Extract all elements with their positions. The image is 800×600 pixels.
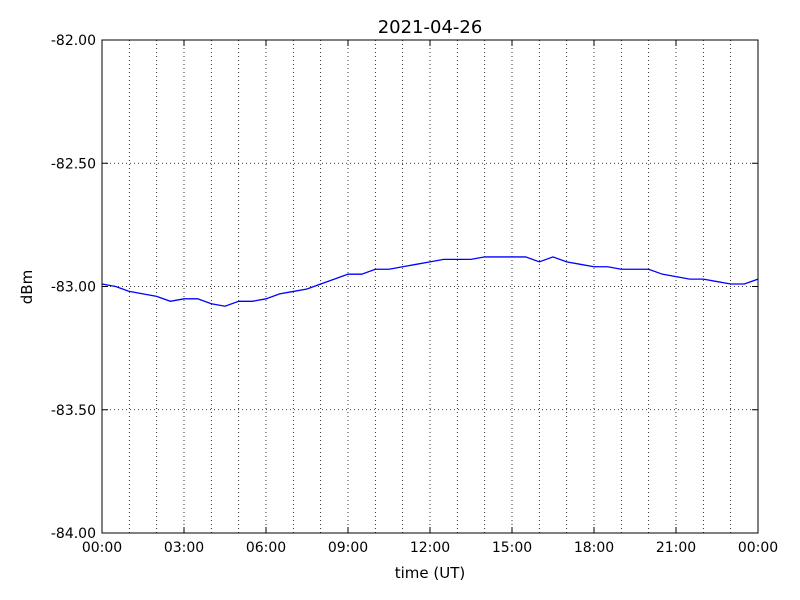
chart-title: 2021-04-26: [378, 17, 483, 38]
x-tick-label: 00:00: [738, 540, 778, 556]
y-tick-label: -83.50: [51, 403, 96, 419]
x-tick-label: 21:00: [656, 540, 696, 556]
y-axis-label: dBm: [18, 270, 36, 304]
x-tick-label: 03:00: [164, 540, 204, 556]
x-tick-label: 15:00: [492, 540, 532, 556]
x-axis-label: time (UT): [395, 564, 466, 582]
x-tick-label: 06:00: [246, 540, 286, 556]
x-tick-label: 00:00: [82, 540, 122, 556]
y-tick-label: -82.50: [51, 156, 96, 172]
y-tick-label: -83.00: [51, 280, 96, 296]
x-tick-label: 09:00: [328, 540, 368, 556]
y-tick-label: -84.00: [51, 526, 96, 542]
y-tick-label: -82.00: [51, 33, 96, 49]
x-tick-label: 12:00: [410, 540, 450, 556]
plot-frame: [101, 39, 759, 534]
data-line: [101, 256, 759, 307]
x-tick-label: 18:00: [574, 540, 614, 556]
